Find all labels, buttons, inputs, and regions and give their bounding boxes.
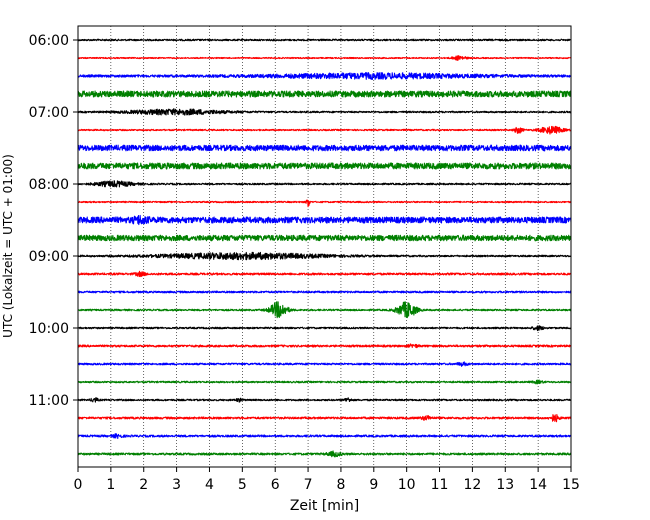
trace-line xyxy=(77,251,572,261)
x-tick-label: 4 xyxy=(205,477,214,493)
plot-frame xyxy=(77,25,572,468)
y-tick-label: 08:00 xyxy=(29,177,69,193)
trace-line xyxy=(77,72,572,80)
x-tick-label: 7 xyxy=(304,477,313,493)
x-tick-label: 15 xyxy=(562,477,580,493)
trace-line xyxy=(77,38,572,42)
x-tick-label: 10 xyxy=(398,477,416,493)
trace-line xyxy=(77,301,572,319)
x-tick-label: 13 xyxy=(496,477,514,493)
x-tick-label: 0 xyxy=(74,477,83,493)
trace-line xyxy=(77,180,572,188)
y-tick-label: 06:00 xyxy=(29,33,69,49)
x-tick-label: 3 xyxy=(172,477,181,493)
trace-line xyxy=(77,199,572,208)
trace-line xyxy=(77,55,572,61)
trace-line xyxy=(77,144,572,152)
trace-line xyxy=(77,325,572,332)
trace-line xyxy=(77,397,572,403)
y-axis-ticks: 06:00 07:00 08:00 09:00 10:00 11:00 xyxy=(29,33,78,409)
x-axis-label: Zeit [min] xyxy=(290,498,359,514)
x-tick-label: 2 xyxy=(139,477,148,493)
trace-line xyxy=(77,125,572,135)
trace-line xyxy=(77,433,572,440)
x-tick-label: 1 xyxy=(106,477,115,493)
plot-background xyxy=(78,26,571,467)
x-tick-label: 14 xyxy=(529,477,547,493)
trace-line xyxy=(77,343,572,349)
y-tick-label: 11:00 xyxy=(29,393,69,409)
x-tick-label: 11 xyxy=(431,477,449,493)
trace-line xyxy=(77,270,572,278)
trace-line xyxy=(77,361,572,367)
trace-line xyxy=(77,108,572,116)
trace-line xyxy=(77,290,572,294)
x-tick-label: 12 xyxy=(463,477,481,493)
x-tick-label: 5 xyxy=(238,477,247,493)
trace-line xyxy=(77,234,572,242)
y-tick-label: 07:00 xyxy=(29,105,69,121)
x-tick-label: 6 xyxy=(271,477,280,493)
y-axis-label: UTC (Lokalzeit = UTC + 01:00) xyxy=(1,154,15,338)
trace-group xyxy=(77,38,572,458)
trace-line xyxy=(77,90,572,98)
trace-line xyxy=(77,162,572,170)
x-tick-label: 9 xyxy=(369,477,378,493)
x-tick-label: 8 xyxy=(336,477,345,493)
y-tick-label: 10:00 xyxy=(29,321,69,337)
trace-line xyxy=(77,214,572,226)
x-axis-ticks: 0 1 2 3 4 5 6 7 8 9 10 11 12 13 14 15 xyxy=(74,467,580,493)
trace-line xyxy=(77,379,572,385)
y-tick-label: 09:00 xyxy=(29,249,69,265)
trace-line xyxy=(77,413,572,423)
trace-line xyxy=(77,450,572,458)
